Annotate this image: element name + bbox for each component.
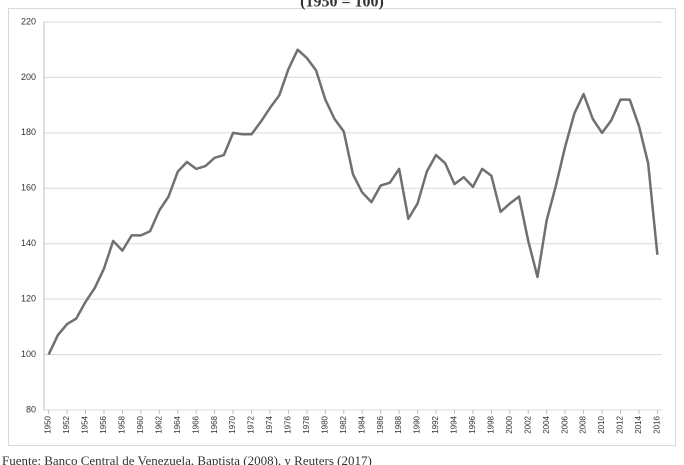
- x-tick-label: 1980: [320, 415, 329, 433]
- y-tick-label: 100: [21, 349, 36, 359]
- y-tick-label: 140: [21, 238, 36, 248]
- x-tick-label: 2000: [505, 415, 514, 433]
- x-tick-label: 1954: [81, 415, 90, 433]
- x-tick-label: 2016: [652, 415, 661, 433]
- x-tick-label: 1984: [357, 415, 366, 433]
- chart-title: (1950 = 100): [300, 0, 384, 11]
- x-tick-label: 1982: [339, 415, 348, 433]
- y-tick-label: 220: [21, 16, 36, 26]
- x-tick-label: 1976: [284, 415, 293, 433]
- x-tick-label: 2004: [542, 415, 551, 433]
- x-tick-label: 1966: [191, 415, 200, 433]
- x-tick-label: 2010: [597, 415, 606, 433]
- x-tick-label: 1952: [62, 415, 71, 433]
- x-tick-label: 1998: [486, 415, 495, 433]
- x-tick-label: 2012: [616, 415, 625, 433]
- x-tick-label: 1978: [302, 415, 311, 433]
- x-tick-label: 2008: [579, 415, 588, 433]
- x-tick-label: 1956: [99, 415, 108, 433]
- x-tick-label: 2006: [560, 415, 569, 433]
- source-note: Fuente: Banco Central de Venezuela, Bapt…: [2, 453, 372, 465]
- chart-frame: [8, 8, 676, 446]
- x-tick-label: 1994: [450, 415, 459, 433]
- y-tick-label: 160: [21, 183, 36, 193]
- x-tick-label: 1958: [118, 415, 127, 433]
- data-line: [47, 48, 659, 356]
- x-tick-label: 1968: [210, 415, 219, 433]
- x-tick-label: 1970: [228, 415, 237, 433]
- x-tick-label: 1988: [394, 415, 403, 433]
- x-tick-label: 1996: [468, 415, 477, 433]
- x-tick-label: 2014: [634, 415, 643, 433]
- y-tick-label: 180: [21, 127, 36, 137]
- x-tick-label: 1960: [136, 415, 145, 433]
- x-tick-label: 1992: [431, 415, 440, 433]
- x-tick-label: 1972: [247, 415, 256, 433]
- y-tick-label: 200: [21, 72, 36, 82]
- x-tick-label: 1974: [265, 415, 274, 433]
- x-tick-label: 1962: [154, 415, 163, 433]
- x-tick-label: 1964: [173, 415, 182, 433]
- y-tick-label: 80: [26, 404, 36, 414]
- y-tick-label: 120: [21, 294, 36, 304]
- x-tick-label: 1950: [44, 415, 53, 433]
- x-tick-label: 1986: [376, 415, 385, 433]
- x-tick-label: 2002: [523, 415, 532, 433]
- x-tick-label: 1990: [413, 415, 422, 433]
